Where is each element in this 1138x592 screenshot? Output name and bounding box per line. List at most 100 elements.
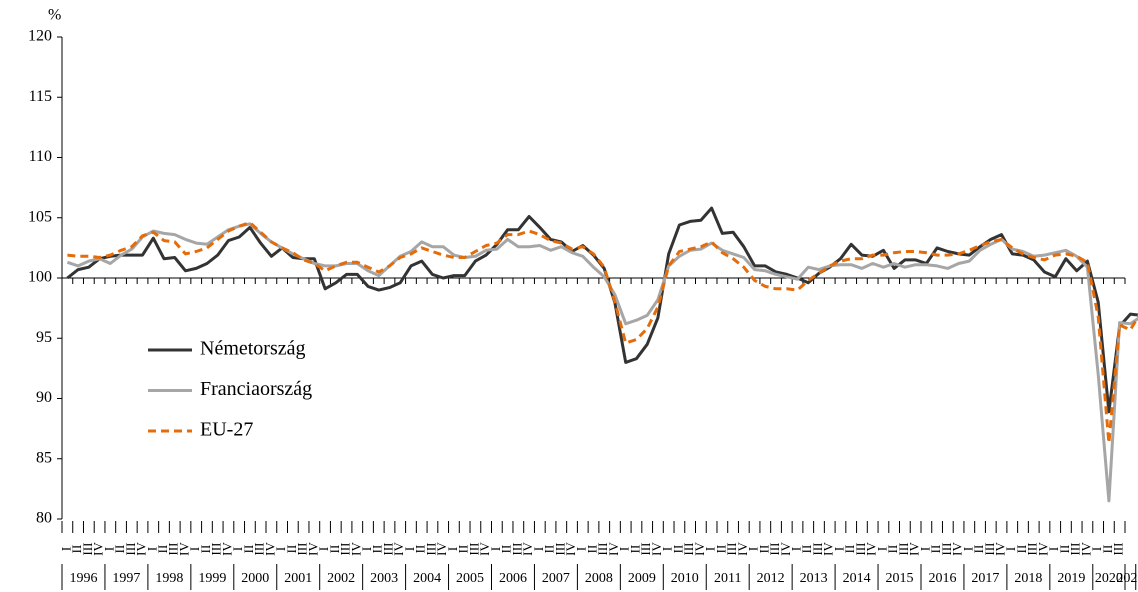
y-tick-label: 90 bbox=[36, 389, 52, 406]
x-tick-label: I bbox=[703, 547, 718, 551]
x-tick-label: III bbox=[896, 543, 911, 556]
x-tick-label: III bbox=[939, 543, 954, 556]
x-tick-label: II bbox=[370, 545, 385, 554]
x-tick-label: IV bbox=[1078, 542, 1093, 556]
series-line bbox=[66, 222, 1138, 503]
x-tick-label: III bbox=[295, 543, 310, 556]
x-tick-label: IV bbox=[91, 542, 106, 556]
x-tick-label: II bbox=[69, 545, 84, 554]
x-tick-label: I bbox=[316, 547, 331, 551]
x-tick-label: III bbox=[810, 543, 825, 556]
x-tick-label: III bbox=[853, 543, 868, 556]
legend-label: Németország bbox=[200, 338, 306, 360]
x-tick-label: I bbox=[402, 547, 417, 551]
x-tick-label: III bbox=[681, 543, 696, 556]
x-tick-label: IV bbox=[262, 542, 277, 556]
x-tick-label: III bbox=[123, 543, 138, 556]
x-tick-label: III bbox=[338, 543, 353, 556]
x-tick-label: II bbox=[284, 545, 299, 554]
x-tick-label: IV bbox=[1035, 542, 1050, 556]
year-label: 1997 bbox=[112, 571, 140, 586]
x-tick-label: III bbox=[1068, 543, 1083, 556]
x-tick-label: II bbox=[155, 545, 170, 554]
x-tick-label: I bbox=[874, 547, 889, 551]
series-line bbox=[66, 206, 1138, 414]
x-tick-label: IV bbox=[606, 542, 621, 556]
year-label: 2016 bbox=[928, 571, 956, 586]
x-tick-label: III bbox=[209, 543, 224, 556]
x-tick-label: IV bbox=[649, 542, 664, 556]
x-tick-label: I bbox=[617, 547, 632, 551]
x-tick-label: II bbox=[713, 545, 728, 554]
year-label: 2019 bbox=[1057, 571, 1085, 586]
year-label: 2002 bbox=[327, 571, 355, 586]
x-tick-label: I bbox=[101, 547, 116, 551]
year-label: 2010 bbox=[671, 571, 699, 586]
year-label: 2005 bbox=[456, 571, 484, 586]
x-tick-label: I bbox=[1089, 547, 1104, 551]
x-tick-label: IV bbox=[219, 542, 234, 556]
x-tick-label: III bbox=[466, 543, 481, 556]
year-label: 2006 bbox=[499, 571, 527, 586]
x-tick-label: IV bbox=[778, 542, 793, 556]
x-tick-label: III bbox=[595, 543, 610, 556]
year-label: 2021 bbox=[1116, 571, 1138, 586]
year-label: 1999 bbox=[198, 571, 226, 586]
y-tick-label: 80 bbox=[36, 510, 52, 527]
x-tick-label: II bbox=[1014, 545, 1029, 554]
year-label: 2018 bbox=[1014, 571, 1042, 586]
legend-label: EU-27 bbox=[200, 419, 253, 441]
x-tick-label: II bbox=[971, 545, 986, 554]
x-tick-label: II bbox=[842, 545, 857, 554]
x-tick-label: II bbox=[456, 545, 471, 554]
x-tick-label: III bbox=[380, 543, 395, 556]
x-tick-label: IV bbox=[563, 542, 578, 556]
x-tick-label: II bbox=[1100, 545, 1115, 554]
x-tick-label: III bbox=[638, 543, 653, 556]
x-tick-label: II bbox=[670, 545, 685, 554]
x-tick-label: I bbox=[788, 547, 803, 551]
year-label: 2015 bbox=[886, 571, 914, 586]
x-tick-label: II bbox=[756, 545, 771, 554]
x-tick-label: III bbox=[423, 543, 438, 556]
x-tick-label: IV bbox=[348, 542, 363, 556]
year-label: 2007 bbox=[542, 571, 570, 586]
x-tick-label: III bbox=[252, 543, 267, 556]
x-tick-label: III bbox=[1111, 543, 1126, 556]
year-label: 2001 bbox=[284, 571, 312, 586]
x-tick-label: I bbox=[445, 547, 460, 551]
x-tick-label: IV bbox=[176, 542, 191, 556]
x-tick-label: IV bbox=[864, 542, 879, 556]
x-tick-label: I bbox=[58, 547, 73, 551]
x-tick-label: IV bbox=[520, 542, 535, 556]
x-tick-label: IV bbox=[735, 542, 750, 556]
x-tick-label: III bbox=[552, 543, 567, 556]
x-tick-label: IV bbox=[907, 542, 922, 556]
x-tick-label: III bbox=[80, 543, 95, 556]
y-tick-label: 105 bbox=[28, 208, 52, 225]
series-line bbox=[67, 221, 1138, 445]
year-label: 2017 bbox=[971, 571, 999, 586]
x-tick-label: III bbox=[1025, 543, 1040, 556]
x-tick-label: I bbox=[960, 547, 975, 551]
x-tick-label: I bbox=[359, 547, 374, 551]
x-tick-label: II bbox=[928, 545, 943, 554]
x-tick-label: II bbox=[499, 545, 514, 554]
x-tick-label: I bbox=[273, 547, 288, 551]
year-label: 1996 bbox=[69, 571, 97, 586]
year-label: 1998 bbox=[155, 571, 183, 586]
year-label: 2004 bbox=[413, 571, 441, 586]
x-tick-label: II bbox=[584, 545, 599, 554]
y-tick-label: 110 bbox=[29, 148, 52, 165]
x-tick-label: IV bbox=[434, 542, 449, 556]
year-label: 2020 bbox=[1095, 571, 1123, 586]
x-tick-label: I bbox=[917, 547, 932, 551]
year-label: 2009 bbox=[628, 571, 656, 586]
y-tick-label: 100 bbox=[28, 269, 52, 286]
x-tick-label: I bbox=[831, 547, 846, 551]
x-tick-label: IV bbox=[391, 542, 406, 556]
y-tick-label: 120 bbox=[28, 28, 52, 45]
x-tick-label: I bbox=[660, 547, 675, 551]
